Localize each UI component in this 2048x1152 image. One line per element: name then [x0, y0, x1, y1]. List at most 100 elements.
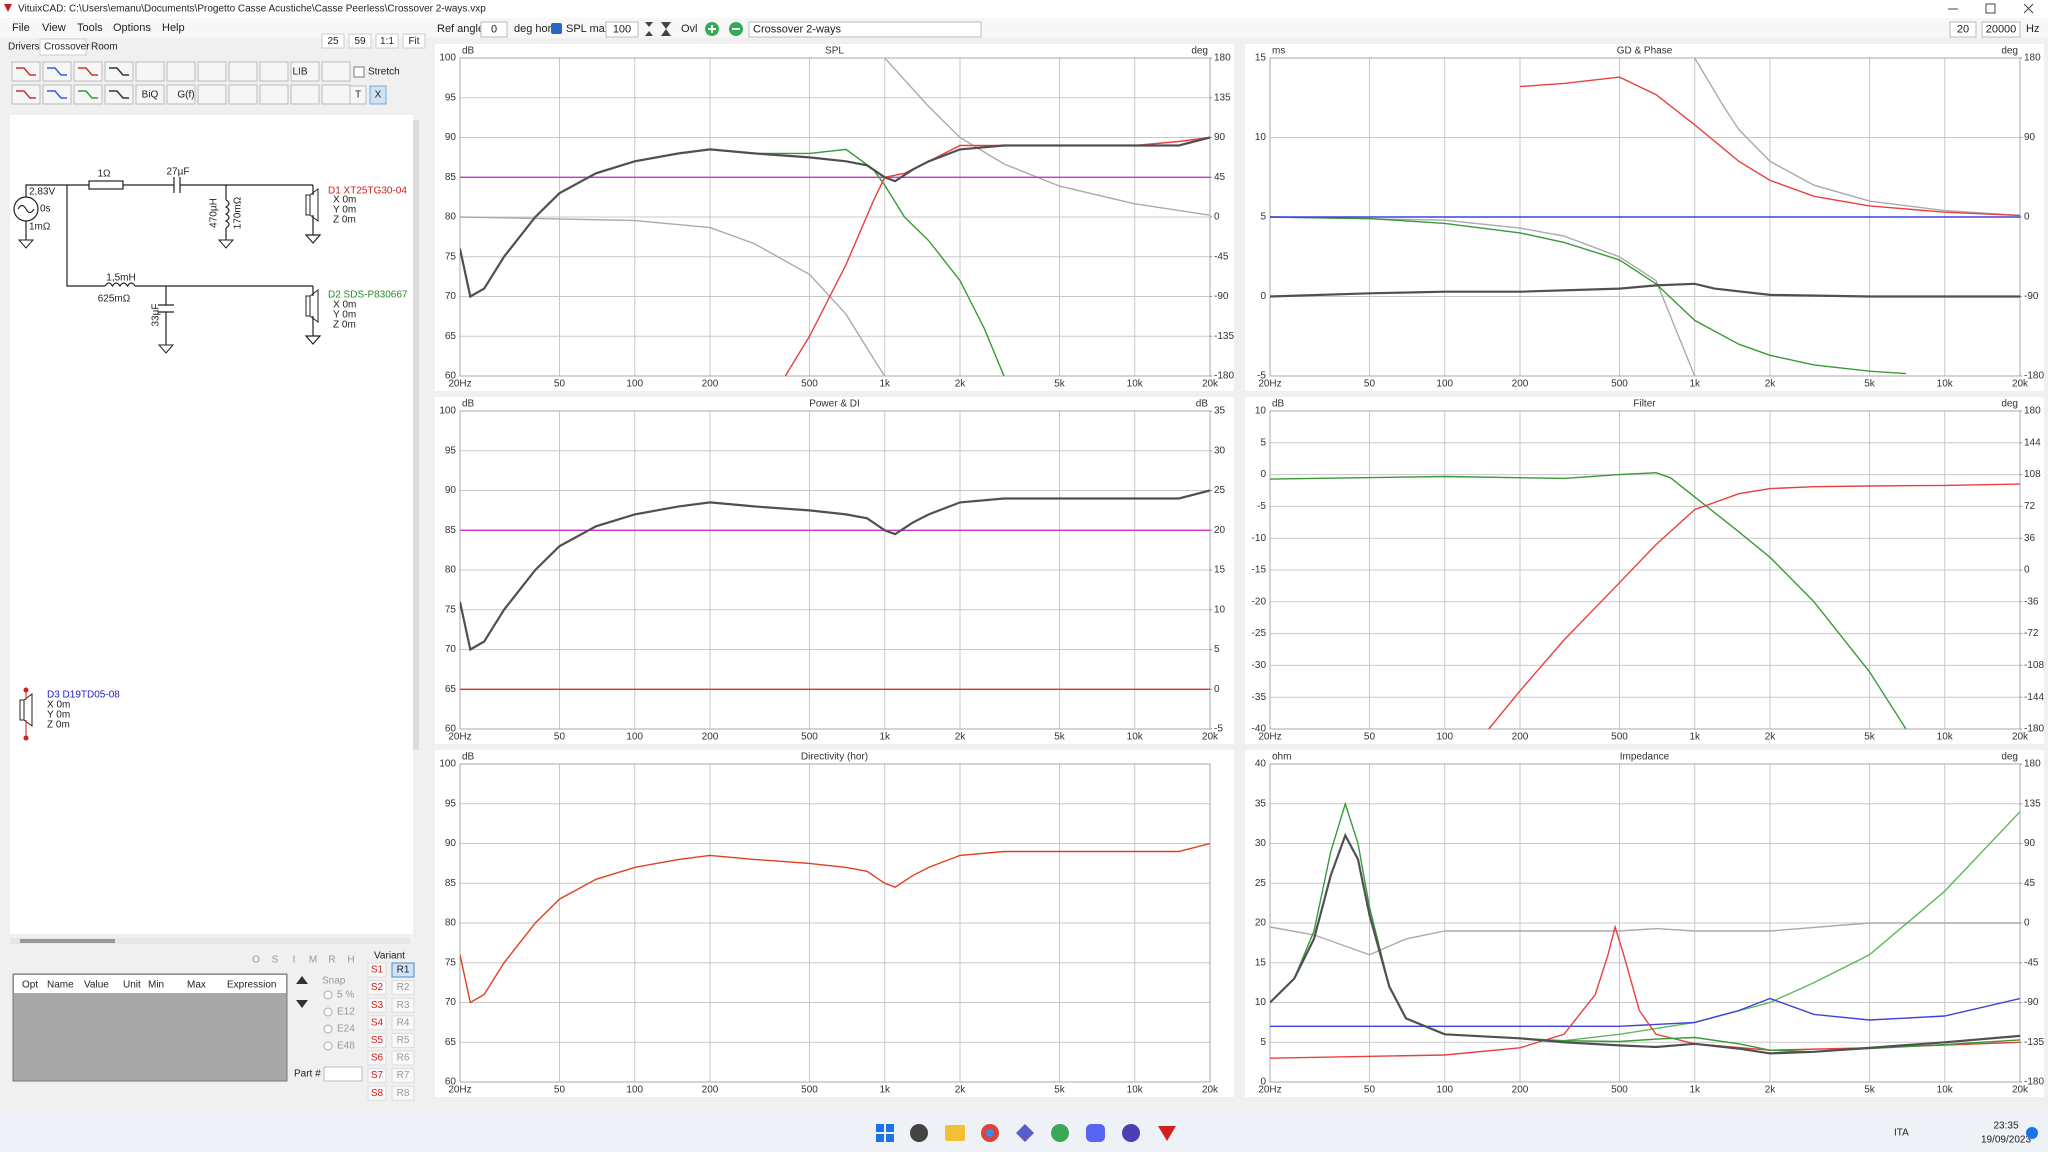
stretch-checkbox[interactable]: [353, 66, 365, 78]
variant-s-button[interactable]: [367, 980, 387, 996]
move-buttons[interactable]: [296, 976, 308, 1008]
project-select[interactable]: [748, 21, 982, 38]
tool-button[interactable]: [11, 61, 41, 82]
size-button[interactable]: [321, 33, 345, 49]
y-tick-label: -5: [1257, 371, 1266, 382]
size-button[interactable]: [348, 33, 372, 49]
y-tick-label: -25: [1252, 628, 1267, 639]
mode-button[interactable]: H: [347, 955, 354, 966]
schematic-label: 1,5mH: [106, 273, 135, 284]
tool-button[interactable]: [228, 61, 258, 82]
tool-button[interactable]: [197, 61, 227, 82]
menu-item[interactable]: File: [12, 22, 30, 34]
snap-radio[interactable]: [323, 1024, 333, 1034]
tool-button[interactable]: [135, 84, 165, 105]
tool-button[interactable]: [228, 84, 258, 105]
tool-button[interactable]: [42, 84, 72, 105]
tool-button[interactable]: [259, 84, 289, 105]
variant-s-button[interactable]: [367, 1085, 387, 1101]
close-button[interactable]: [2023, 3, 2034, 14]
tab[interactable]: Crossover: [44, 42, 90, 53]
snap-option[interactable]: E48: [337, 1041, 355, 1052]
tool-button[interactable]: [321, 84, 351, 105]
snap-option[interactable]: E12: [337, 1007, 355, 1018]
tool-button[interactable]: [166, 84, 196, 105]
tool-button[interactable]: [104, 61, 134, 82]
mode-button[interactable]: I: [293, 955, 296, 966]
tool-button[interactable]: [73, 61, 103, 82]
notification-icon[interactable]: [2026, 1127, 2038, 1139]
x-tick-label: 1k: [879, 732, 891, 743]
snap-radio[interactable]: [323, 990, 333, 1000]
sort-button[interactable]: [661, 22, 671, 36]
maximize-button[interactable]: [1985, 3, 1996, 14]
tool-button[interactable]: [369, 85, 387, 105]
mode-button[interactable]: M: [309, 955, 317, 966]
y-tick-label: 70: [445, 997, 457, 1008]
size-button[interactable]: [402, 33, 426, 49]
tool-button[interactable]: [259, 61, 289, 82]
clock-date[interactable]: 19/09/2023: [1981, 1135, 2031, 1146]
variant-s-button[interactable]: [367, 962, 387, 978]
variant-r-button[interactable]: [391, 980, 415, 996]
y-tick-label: 20: [1255, 918, 1267, 929]
snap-radio[interactable]: [323, 1007, 333, 1017]
tool-button[interactable]: [349, 85, 367, 105]
tool-button[interactable]: [135, 61, 165, 82]
variant-r-button[interactable]: [391, 1085, 415, 1101]
y2-tick-label: 90: [1214, 132, 1226, 143]
y-tick-label: 10: [1255, 406, 1267, 417]
menu-item[interactable]: Tools: [77, 22, 103, 34]
tool-button[interactable]: [11, 84, 41, 105]
mode-button[interactable]: O: [252, 955, 260, 966]
snap-option[interactable]: E24: [337, 1024, 355, 1035]
tool-button[interactable]: [166, 61, 196, 82]
menu-item[interactable]: View: [42, 22, 66, 34]
variant-r-button[interactable]: [391, 1068, 415, 1084]
y-unit: dB: [462, 399, 475, 410]
variant-s-button[interactable]: [367, 1050, 387, 1066]
v-scrollbar[interactable]: [413, 120, 419, 750]
tab[interactable]: Room: [91, 42, 118, 53]
mode-button[interactable]: S: [272, 955, 279, 966]
tool-icon: [109, 67, 129, 76]
h-scrollbar[interactable]: [10, 938, 410, 944]
mode-button[interactable]: R: [328, 955, 335, 966]
variant-r-button[interactable]: [391, 997, 415, 1013]
tab-active[interactable]: [39, 38, 87, 56]
variant-r-button[interactable]: [391, 962, 415, 978]
x-tick-label: 50: [554, 379, 566, 390]
menu-item[interactable]: Help: [162, 22, 185, 34]
part-input[interactable]: [323, 1066, 363, 1082]
fmin-input[interactable]: [1949, 21, 1977, 38]
tool-button[interactable]: [197, 84, 227, 105]
language-indicator[interactable]: ITA: [1894, 1128, 1909, 1139]
variant-r-button[interactable]: [391, 1015, 415, 1031]
ref-angle-input[interactable]: [480, 21, 508, 38]
variant-r-button[interactable]: [391, 1032, 415, 1048]
tool-button[interactable]: [290, 61, 320, 82]
fmax-input[interactable]: [1981, 21, 2021, 38]
menu-item[interactable]: Options: [113, 22, 151, 34]
variant-s-button[interactable]: [367, 1068, 387, 1084]
snap-option[interactable]: 5 %: [337, 990, 354, 1001]
size-button[interactable]: [375, 33, 399, 49]
variant-r-button[interactable]: [391, 1050, 415, 1066]
clock-time[interactable]: 23:35: [1993, 1121, 2018, 1132]
variant-s-button[interactable]: [367, 997, 387, 1013]
spl-max-input[interactable]: [605, 21, 639, 38]
spin-button[interactable]: [645, 22, 653, 36]
variant-s-button[interactable]: [367, 1015, 387, 1031]
spl-max-checkbox[interactable]: [551, 23, 562, 34]
tool-button[interactable]: [104, 84, 134, 105]
tool-button[interactable]: [321, 61, 351, 82]
snap-radio[interactable]: [323, 1041, 333, 1051]
tool-button[interactable]: [290, 84, 320, 105]
variant-s-button[interactable]: [367, 1032, 387, 1048]
variant-r-label: R8: [397, 1088, 410, 1099]
x-tick-label: 20k: [1202, 1085, 1219, 1096]
tool-button[interactable]: [73, 84, 103, 105]
tool-button[interactable]: [42, 61, 72, 82]
tab[interactable]: Drivers: [8, 42, 40, 53]
h-scroll-thumb[interactable]: [20, 939, 115, 943]
